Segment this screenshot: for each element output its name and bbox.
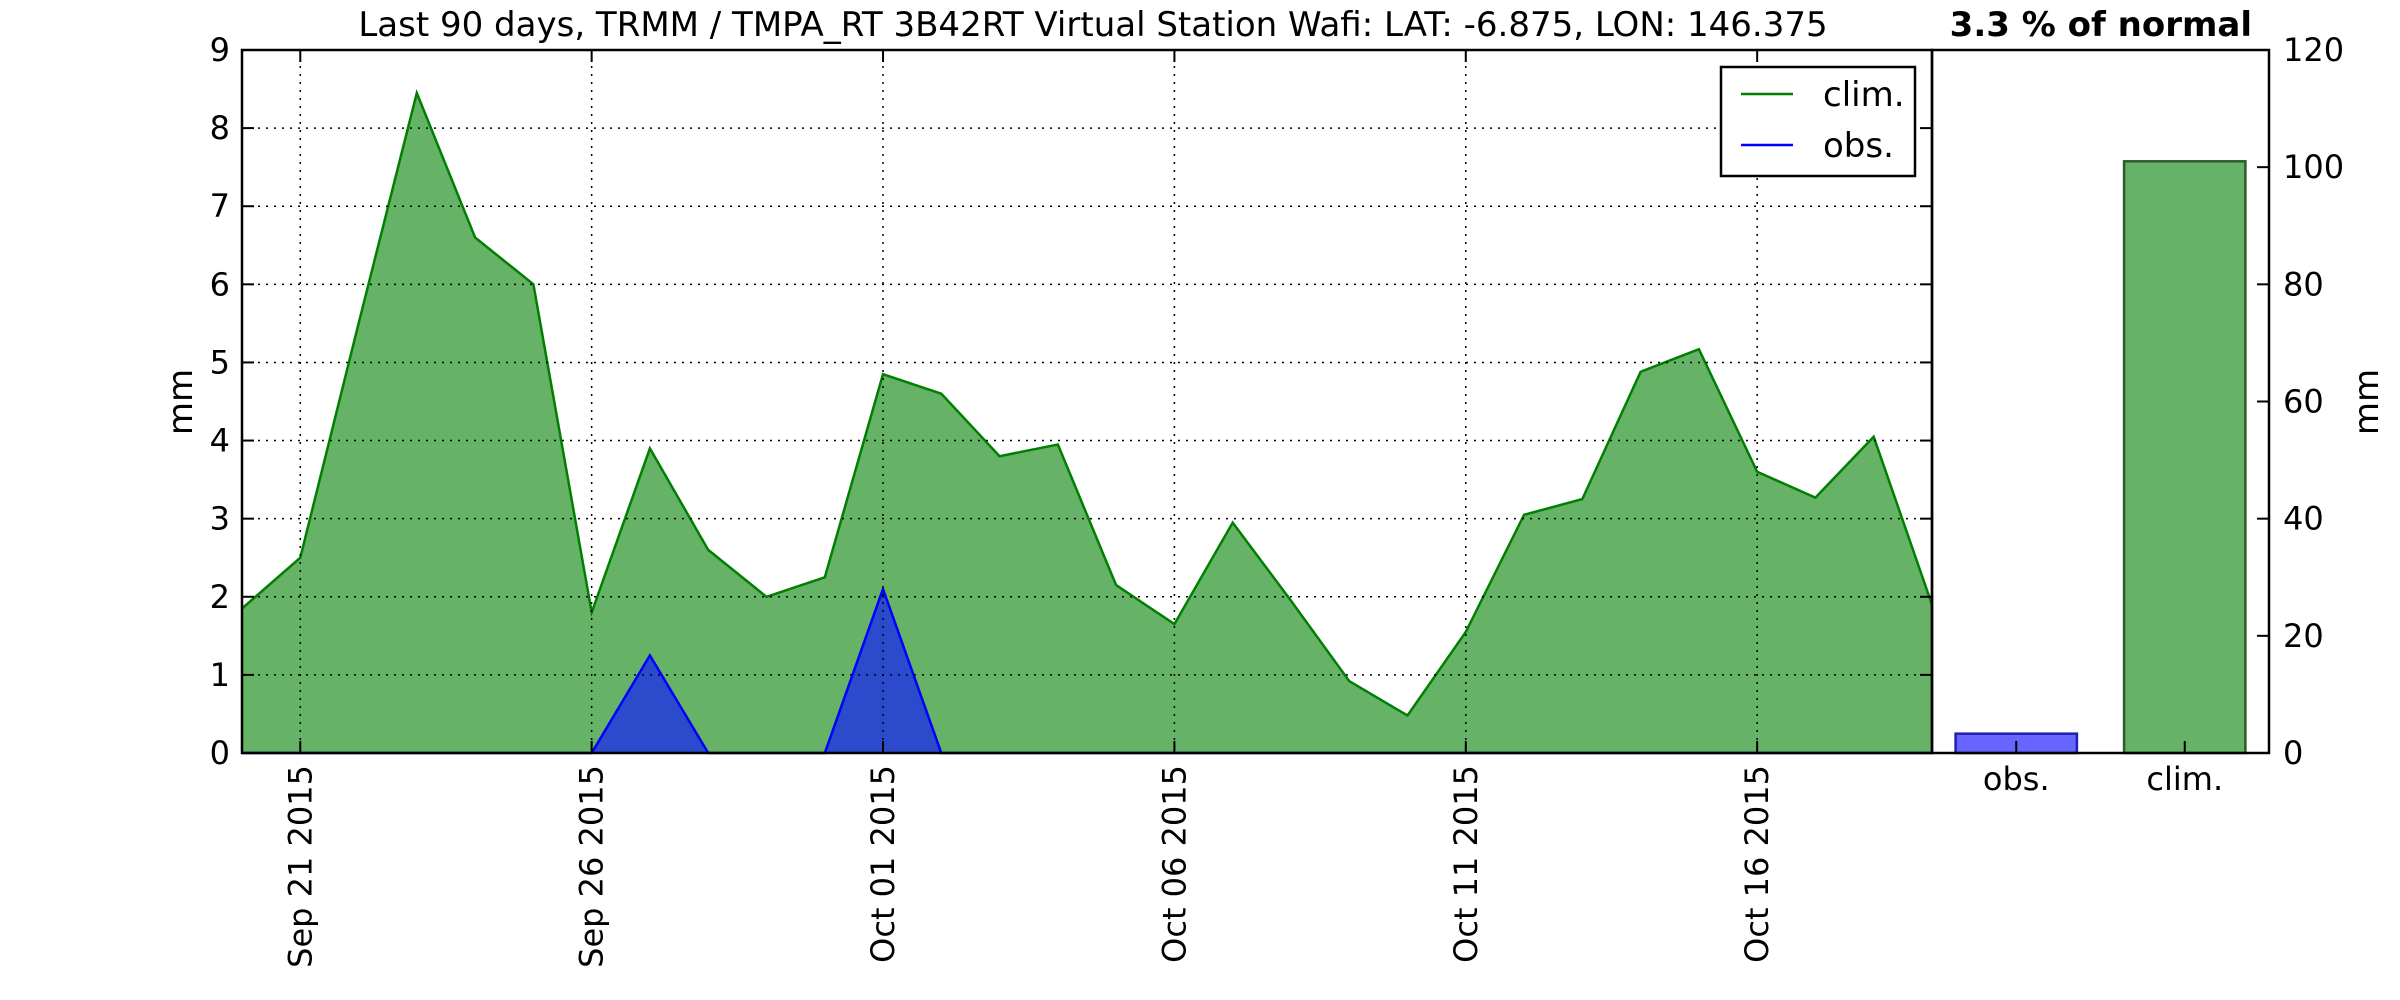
right-y-tick-label: 120	[2283, 31, 2344, 69]
y-tick-label: 1	[210, 656, 230, 694]
x-tick-label: Oct 16 2015	[1738, 765, 1776, 963]
x-tick-label: Sep 26 2015	[573, 765, 611, 968]
x-tick-label: Sep 21 2015	[281, 765, 319, 968]
right-y-tick-label: 0	[2283, 734, 2303, 772]
right-y-tick-label: 40	[2283, 500, 2324, 538]
right-y-tick-label: 60	[2283, 383, 2324, 421]
right-ticks-layer: 0 20 40 60 80 100 120	[2257, 31, 2344, 772]
right-y-tick-label: 100	[2283, 148, 2344, 186]
y-tick-label: 6	[210, 265, 230, 303]
bar-category-label-obs: obs.	[1983, 760, 2050, 798]
right-y-tick-label: 20	[2283, 617, 2324, 655]
bar-clim	[2122, 160, 2247, 755]
left-chart-title: Last 90 days, TRMM / TMPA_RT 3B42RT Virt…	[358, 5, 1827, 45]
y-tick-label: 9	[210, 31, 230, 69]
x-tick-label: Oct 01 2015	[864, 765, 902, 963]
y-tick-label: 5	[210, 343, 230, 381]
y-tick-label: 8	[210, 109, 230, 147]
series-obs-area	[242, 589, 1932, 753]
legend-box	[1719, 65, 1917, 178]
legend-label-clim: clim.	[1823, 75, 1905, 115]
legend-label-obs: obs.	[1823, 126, 1894, 166]
x-tick-label: Oct 11 2015	[1447, 765, 1485, 963]
y-tick-label: 3	[210, 500, 230, 538]
right-chart-title: 3.3 % of normal	[1950, 5, 2252, 45]
y-tick-label: 0	[210, 734, 230, 772]
legend: clim. obs.	[1719, 65, 1917, 178]
series-clim-line	[241, 88, 1934, 718]
series-clim-area	[242, 93, 1932, 753]
left-y-axis-label: mm	[161, 369, 201, 435]
right-bars-layer: obs. clim.	[1954, 160, 2247, 798]
right-y-axis-label: mm	[2347, 369, 2387, 435]
left-area-layer	[241, 88, 1934, 755]
y-tick-label: 4	[210, 422, 230, 460]
y-tick-label: 2	[210, 578, 230, 616]
bar-category-label-clim: clim.	[2146, 760, 2223, 798]
y-tick-label: 7	[210, 187, 230, 225]
x-tick-label: Oct 06 2015	[1155, 765, 1193, 963]
right-y-tick-label: 80	[2283, 265, 2324, 303]
right-plot-frame	[1930, 48, 2271, 755]
left-ticks-layer: 0 1 2 3 4 5 6 7 8 9 Sep 21 2015 Sep 26 2015 Oct 01 2…	[210, 31, 1932, 968]
